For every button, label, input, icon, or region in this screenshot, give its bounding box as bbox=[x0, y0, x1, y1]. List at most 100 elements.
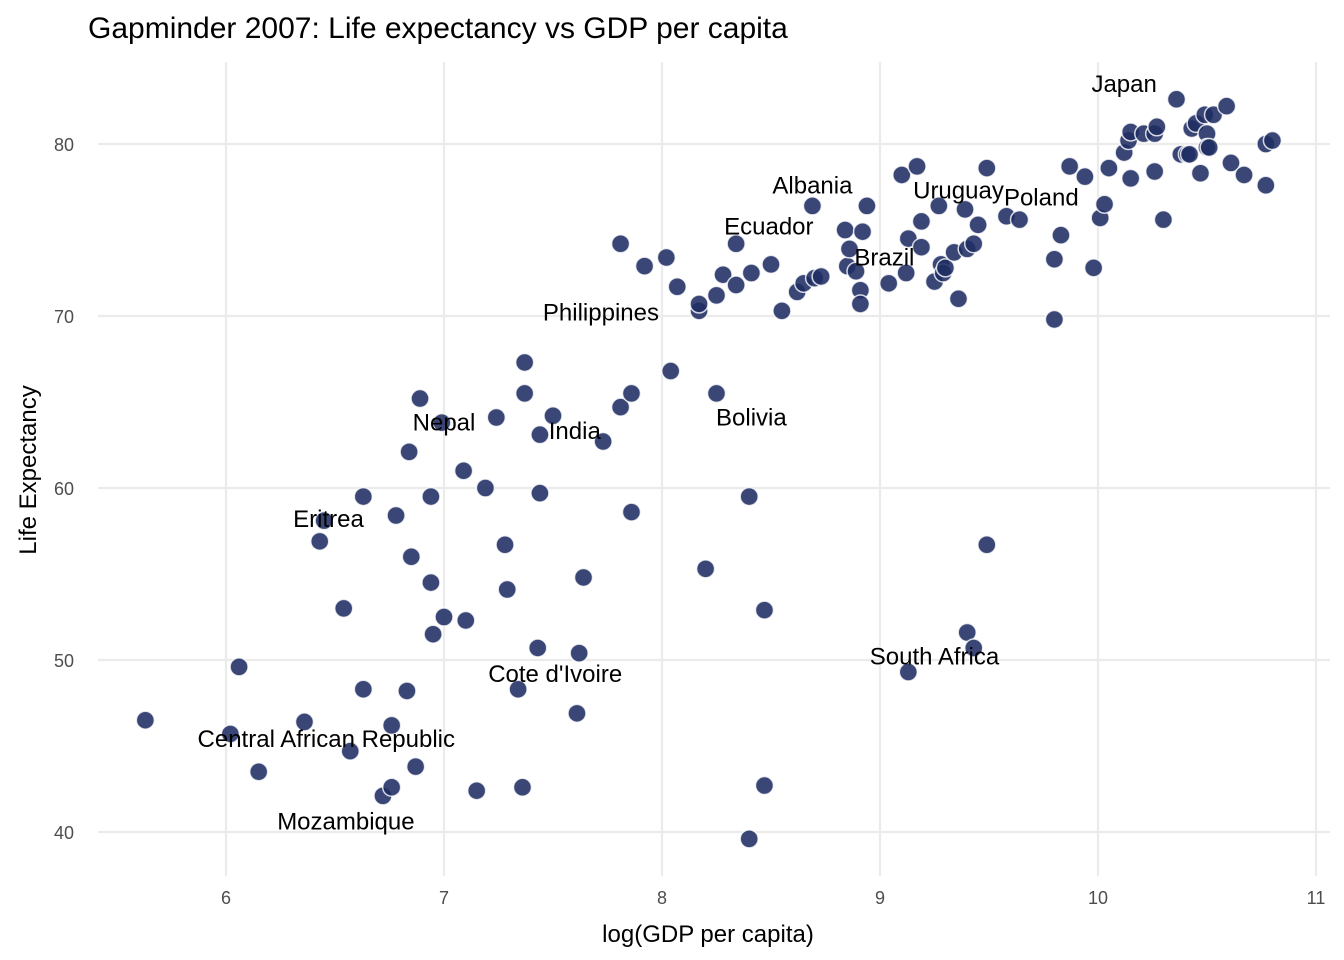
country-label: Philippines bbox=[543, 300, 659, 327]
data-point bbox=[397, 681, 417, 701]
data-point bbox=[896, 263, 916, 283]
data-point bbox=[486, 407, 507, 428]
y-axis-ticks: 40 50 60 70 80 bbox=[54, 135, 74, 843]
data-point bbox=[968, 215, 988, 235]
data-point bbox=[569, 643, 589, 663]
data-point bbox=[660, 361, 681, 381]
y-axis-title: Life Expectancy bbox=[15, 385, 42, 554]
data-point bbox=[423, 624, 443, 644]
data-point bbox=[333, 598, 354, 619]
data-point bbox=[634, 256, 655, 276]
y-tick-label: 70 bbox=[54, 307, 74, 327]
data-point bbox=[1256, 175, 1276, 196]
data-point bbox=[695, 559, 716, 579]
data-point bbox=[1221, 153, 1241, 173]
data-point bbox=[1075, 166, 1095, 187]
x-tick-label: 11 bbox=[1307, 888, 1326, 908]
data-point bbox=[802, 196, 823, 216]
data-point bbox=[667, 277, 688, 297]
data-point bbox=[963, 638, 984, 658]
data-point bbox=[1190, 163, 1211, 183]
x-tick-label: 10 bbox=[1088, 888, 1108, 908]
data-point bbox=[1179, 144, 1200, 165]
country-label: Uruguay bbox=[913, 177, 1004, 204]
data-point bbox=[963, 234, 984, 254]
country-label: Bolivia bbox=[716, 404, 787, 431]
data-point bbox=[706, 383, 727, 404]
data-point bbox=[907, 156, 927, 177]
x-tick-label: 8 bbox=[657, 888, 667, 908]
data-point bbox=[1051, 225, 1071, 245]
data-point bbox=[1120, 168, 1141, 189]
data-point bbox=[929, 196, 949, 216]
data-point bbox=[405, 756, 426, 777]
data-point bbox=[811, 266, 831, 287]
country-label: India bbox=[549, 418, 602, 445]
data-point bbox=[497, 579, 517, 600]
data-point bbox=[353, 486, 374, 507]
data-point bbox=[621, 383, 642, 404]
data-point bbox=[977, 158, 997, 178]
data-point bbox=[656, 247, 677, 268]
data-point bbox=[593, 431, 613, 452]
data-point bbox=[381, 715, 402, 736]
data-point bbox=[911, 211, 932, 232]
country-label: Brazil bbox=[854, 245, 914, 272]
data-point bbox=[741, 263, 762, 283]
data-point bbox=[1044, 249, 1065, 269]
data-point bbox=[1262, 130, 1283, 151]
data-point bbox=[1166, 89, 1187, 110]
data-point bbox=[610, 397, 631, 417]
data-point bbox=[761, 254, 781, 275]
country-label: Central African Republic bbox=[198, 726, 455, 753]
country-label: Eritrea bbox=[293, 506, 364, 533]
data-point bbox=[567, 703, 587, 724]
country-label: Nepal bbox=[413, 410, 476, 437]
data-points bbox=[135, 89, 1283, 849]
data-point bbox=[220, 724, 241, 744]
data-point bbox=[726, 234, 746, 254]
data-point bbox=[878, 273, 899, 294]
data-point bbox=[512, 777, 533, 798]
data-point bbox=[1216, 96, 1237, 116]
data-point bbox=[353, 679, 374, 699]
data-point bbox=[434, 607, 454, 627]
data-point bbox=[948, 289, 969, 309]
data-point bbox=[309, 531, 330, 552]
data-point bbox=[410, 388, 430, 409]
data-point bbox=[495, 535, 515, 555]
data-point bbox=[314, 510, 334, 531]
data-point bbox=[706, 285, 727, 306]
data-point bbox=[530, 483, 550, 503]
data-point bbox=[453, 461, 474, 481]
data-point bbox=[610, 234, 631, 254]
data-point bbox=[1059, 156, 1080, 177]
data-point bbox=[527, 638, 548, 658]
data-point bbox=[508, 679, 528, 699]
data-point bbox=[229, 657, 249, 677]
data-point bbox=[1094, 194, 1115, 214]
data-point bbox=[846, 261, 866, 282]
data-point bbox=[340, 741, 361, 761]
data-point bbox=[835, 220, 855, 240]
data-point bbox=[514, 352, 535, 373]
x-axis-ticks: 6 7 8 9 10 11 bbox=[221, 888, 1325, 908]
data-point bbox=[955, 199, 975, 220]
data-point bbox=[466, 780, 487, 801]
data-point bbox=[514, 383, 535, 404]
data-point bbox=[1144, 161, 1165, 182]
data-point bbox=[754, 775, 775, 796]
data-point bbox=[892, 165, 912, 185]
data-point bbox=[754, 600, 775, 620]
data-point bbox=[852, 221, 873, 242]
data-point bbox=[621, 502, 642, 522]
data-point bbox=[1234, 165, 1254, 185]
y-tick-label: 80 bbox=[54, 135, 74, 155]
x-tick-label: 6 bbox=[221, 888, 231, 908]
country-label: South Africa bbox=[870, 644, 1000, 671]
data-point bbox=[726, 275, 746, 295]
data-point bbox=[386, 505, 406, 526]
data-point bbox=[898, 662, 919, 682]
data-point bbox=[530, 424, 550, 445]
data-point bbox=[456, 610, 476, 631]
